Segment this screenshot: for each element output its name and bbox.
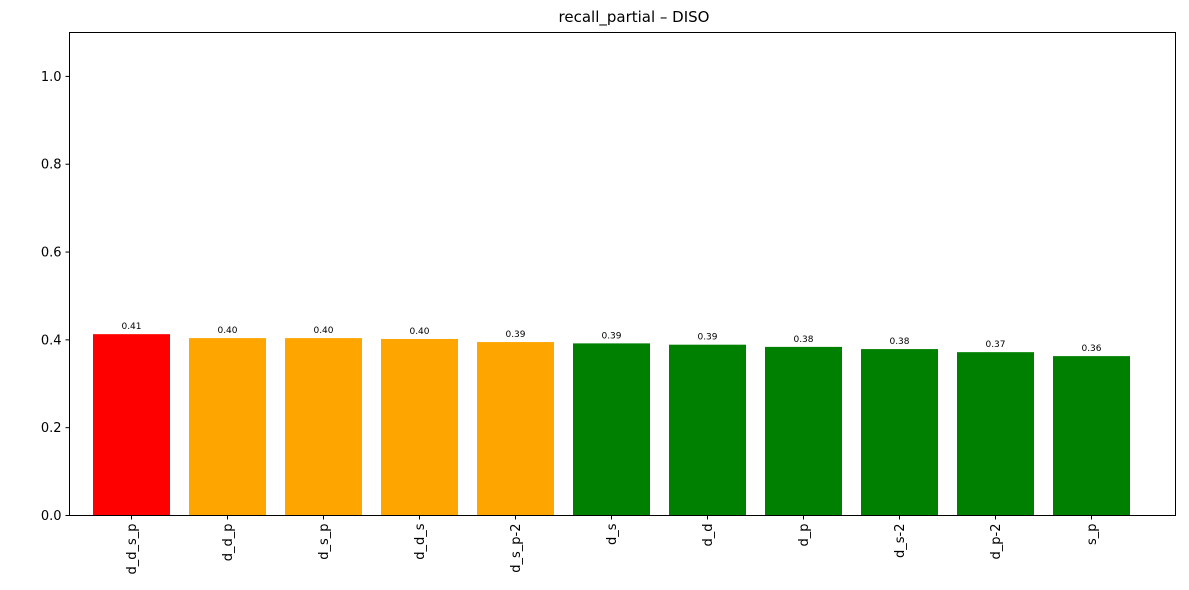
value-labels-group: 0.41 0.40 0.40 0.40 0.39 0.39 0.39 0.38 0.38 0.37… [121,322,1101,354]
value-label: 0.39 [505,330,525,340]
y-tick-label: 0.4 [41,333,62,348]
x-tick-label: s_p [1085,524,1100,546]
x-axis: d_d_s_p d_d_p d_s_p d_d_s d_s_p-2 d_s d_d d_p d_… [125,515,1100,575]
chart-title: recall_partial – DISO [559,8,710,27]
x-tick-label: d_s_p-2 [509,524,524,573]
x-tick-label: d_s-2 [893,524,908,559]
bar-d_d [669,344,746,516]
bar-d_d_s_p [93,334,170,516]
x-tick-label: d_d [701,524,716,547]
y-tick-label: 0.2 [41,421,62,436]
value-label: 0.38 [793,335,813,345]
x-tick-label: d_p [797,524,812,547]
value-label: 0.37 [985,340,1005,350]
bar-d_p-2 [957,352,1034,516]
x-tick-label: d_p-2 [989,524,1004,560]
bar-s_p [1053,356,1130,516]
bar-d_s [573,343,650,516]
bars-group [93,334,1130,516]
value-label: 0.39 [601,331,621,341]
x-tick-label: d_s [605,523,620,545]
value-label: 0.41 [121,322,141,332]
value-label: 0.40 [409,327,429,337]
x-tick-label: d_d_s [413,523,428,560]
x-tick-label: d_s_p [317,524,332,560]
y-tick-label: 1.0 [41,70,62,85]
y-tick-label: 0.8 [41,158,62,173]
value-label: 0.36 [1081,344,1101,354]
x-tick-label: d_d_p [221,524,236,562]
plot-frame [69,32,1176,516]
bar-d_s-2 [861,349,938,516]
bar-d_d_p [189,338,266,516]
x-tick-label: d_d_s_p [125,524,140,575]
bar-d_p [765,346,842,516]
y-tick-label: 0.0 [41,509,62,524]
y-tick-label: 0.6 [41,246,62,261]
value-label: 0.39 [697,333,717,343]
value-label: 0.38 [889,337,909,347]
bar-d_s_p-2 [477,342,554,516]
bar-d_d_s [381,338,458,516]
bar-d_s_p [285,338,362,516]
value-label: 0.40 [313,326,333,336]
value-label: 0.40 [217,326,237,336]
y-axis: 0.0 0.2 0.4 0.6 0.8 1.0 [41,70,70,524]
